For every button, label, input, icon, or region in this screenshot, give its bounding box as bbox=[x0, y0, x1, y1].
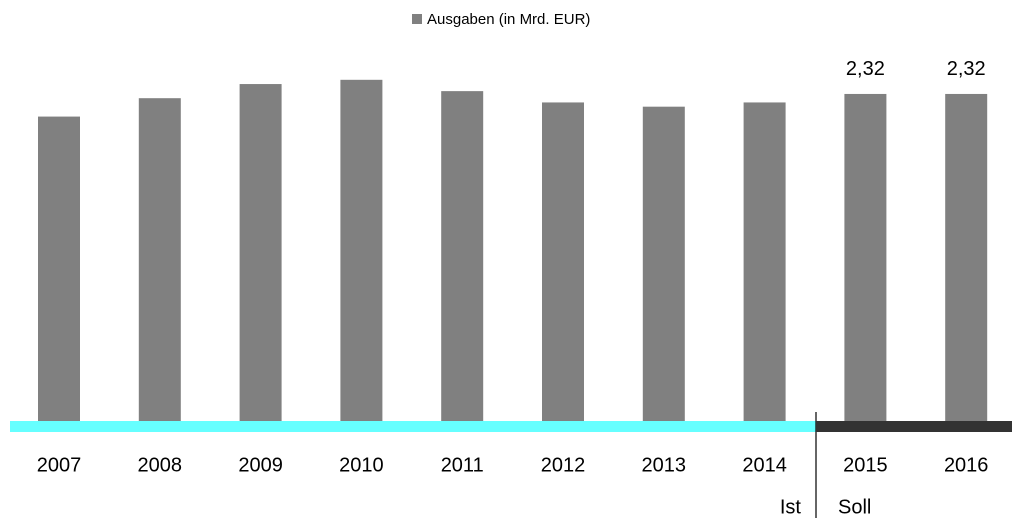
x-tick-label: 2010 bbox=[339, 454, 384, 476]
legend-label: Ausgaben (in Mrd. EUR) bbox=[427, 11, 590, 28]
bar bbox=[340, 79, 383, 422]
x-tick-label: 2015 bbox=[843, 454, 888, 476]
bar bbox=[743, 102, 786, 422]
bar bbox=[441, 91, 484, 423]
bar bbox=[844, 93, 887, 423]
x-tick-label: 2009 bbox=[238, 454, 283, 476]
period-label: Ist bbox=[780, 496, 802, 518]
x-tick-label: 2012 bbox=[541, 454, 586, 476]
bar bbox=[542, 102, 584, 422]
x-tick-label: 2008 bbox=[138, 454, 183, 476]
legend-swatch bbox=[412, 14, 422, 24]
bar bbox=[38, 116, 80, 423]
bar bbox=[945, 93, 988, 423]
value-label: 2,32 bbox=[846, 58, 885, 80]
period-label: Soll bbox=[838, 496, 871, 518]
period-band bbox=[10, 421, 816, 432]
bar bbox=[239, 84, 282, 422]
bar bbox=[138, 98, 181, 422]
x-tick-label: 2013 bbox=[642, 454, 687, 476]
x-tick-label: 2007 bbox=[37, 454, 82, 476]
x-tick-label: 2011 bbox=[441, 454, 484, 476]
value-label: 2,32 bbox=[947, 58, 986, 80]
period-band bbox=[816, 421, 1012, 432]
x-tick-label: 2016 bbox=[944, 454, 989, 476]
x-tick-label: 2014 bbox=[742, 454, 787, 476]
bar bbox=[642, 106, 685, 422]
